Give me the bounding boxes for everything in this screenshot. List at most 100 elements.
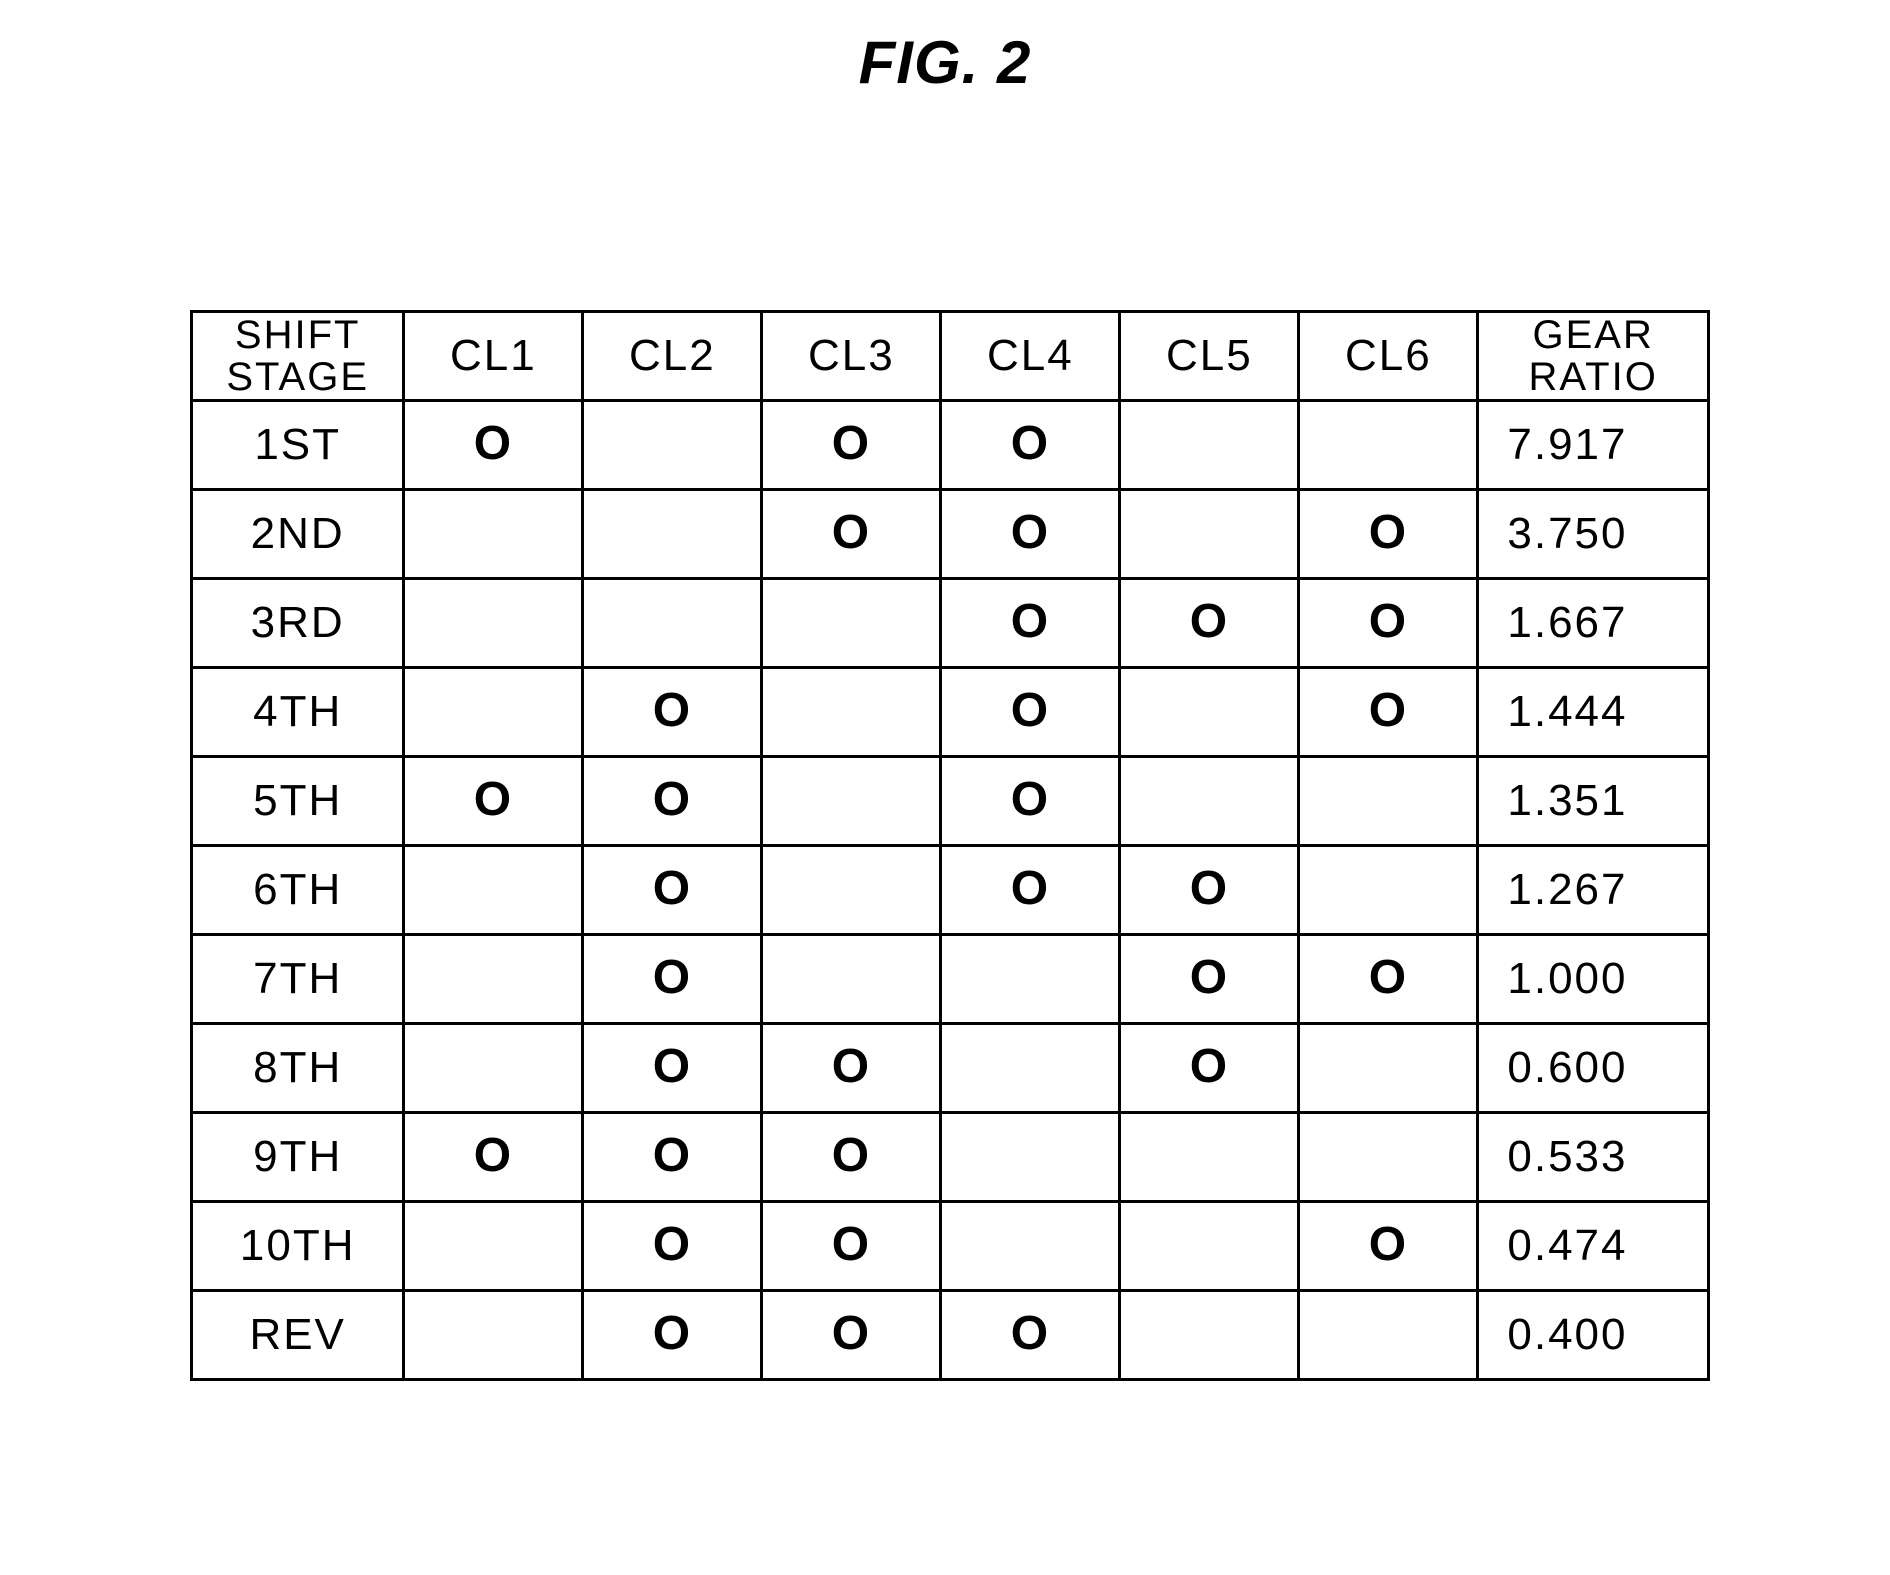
- stage-cell: 5TH: [192, 757, 404, 846]
- cl4-cell: O: [941, 1291, 1120, 1380]
- cl3-cell: [762, 846, 941, 935]
- engaged-mark-icon: O: [653, 1218, 692, 1271]
- gear-ratio-cell: 0.533: [1478, 1113, 1709, 1202]
- table-row: REV O O O 0.400: [192, 1291, 1709, 1380]
- cl6-cell: O: [1299, 579, 1478, 668]
- cl2-cell: O: [583, 1113, 762, 1202]
- cl4-cell: O: [941, 401, 1120, 490]
- table-row: 6TH O O O 1.267: [192, 846, 1709, 935]
- col-header-gear-ratio: GEAR RATIO: [1478, 312, 1709, 401]
- cl6-cell: [1299, 1291, 1478, 1380]
- engaged-mark-icon: O: [653, 1129, 692, 1182]
- table-header-row: SHIFT STAGE CL1 CL2 CL3 CL4 CL5 CL6 GEAR…: [192, 312, 1709, 401]
- stage-cell: 9TH: [192, 1113, 404, 1202]
- cl4-cell: O: [941, 846, 1120, 935]
- gear-ratio-cell: 1.444: [1478, 668, 1709, 757]
- cl4-cell: [941, 1113, 1120, 1202]
- stage-cell: 10TH: [192, 1202, 404, 1291]
- engaged-mark-icon: O: [1369, 595, 1408, 648]
- cl2-cell: [583, 490, 762, 579]
- cl2-cell: O: [583, 668, 762, 757]
- gear-ratio-cell: 1.000: [1478, 935, 1709, 1024]
- engaged-mark-icon: O: [653, 1307, 692, 1360]
- table-row: 7THOOO1.000: [192, 935, 1709, 1024]
- shift-table: SHIFT STAGE CL1 CL2 CL3 CL4 CL5 CL6 GEAR…: [190, 310, 1710, 1381]
- engaged-mark-icon: O: [832, 1129, 871, 1182]
- col-header-shift-line2: STAGE: [203, 356, 392, 398]
- cl1-cell: [404, 1291, 583, 1380]
- cl4-cell: O: [941, 490, 1120, 579]
- cl5-cell: O: [1120, 579, 1299, 668]
- cl4-cell: O: [941, 668, 1120, 757]
- engaged-mark-icon: O: [1011, 417, 1050, 470]
- engaged-mark-icon: O: [832, 1218, 871, 1271]
- cl4-cell: [941, 935, 1120, 1024]
- cl6-cell: O: [1299, 490, 1478, 579]
- stage-cell: REV: [192, 1291, 404, 1380]
- engaged-mark-icon: O: [1011, 1307, 1050, 1360]
- stage-cell: 3RD: [192, 579, 404, 668]
- engaged-mark-icon: O: [474, 417, 513, 470]
- col-header-cl1: CL1: [404, 312, 583, 401]
- stage-cell: 4TH: [192, 668, 404, 757]
- cl3-cell: [762, 579, 941, 668]
- cl3-cell: O: [762, 1202, 941, 1291]
- stage-cell: 1ST: [192, 401, 404, 490]
- cl5-cell: [1120, 668, 1299, 757]
- cl6-cell: [1299, 1024, 1478, 1113]
- table-row: 10TH O O O 0.474: [192, 1202, 1709, 1291]
- table-row: 8THOOO0.600: [192, 1024, 1709, 1113]
- engaged-mark-icon: O: [832, 417, 871, 470]
- cl1-cell: O: [404, 401, 583, 490]
- stage-cell: 6TH: [192, 846, 404, 935]
- gear-ratio-cell: 0.600: [1478, 1024, 1709, 1113]
- cl2-cell: O: [583, 1291, 762, 1380]
- engaged-mark-icon: O: [1369, 951, 1408, 1004]
- gear-ratio-cell: 0.474: [1478, 1202, 1709, 1291]
- engaged-mark-icon: O: [1190, 951, 1229, 1004]
- engaged-mark-icon: O: [1190, 595, 1229, 648]
- table-row: 4THOOO1.444: [192, 668, 1709, 757]
- cl4-cell: [941, 1024, 1120, 1113]
- cl1-cell: [404, 579, 583, 668]
- cl6-cell: O: [1299, 935, 1478, 1024]
- cl1-cell: [404, 668, 583, 757]
- cl3-cell: O: [762, 401, 941, 490]
- engaged-mark-icon: O: [1369, 506, 1408, 559]
- cl1-cell: O: [404, 757, 583, 846]
- engaged-mark-icon: O: [1190, 1040, 1229, 1093]
- cl1-cell: [404, 1024, 583, 1113]
- figure-title: FIG. 2: [0, 28, 1890, 97]
- cl6-cell: O: [1299, 1202, 1478, 1291]
- gear-ratio-cell: 1.267: [1478, 846, 1709, 935]
- shift-table-container: SHIFT STAGE CL1 CL2 CL3 CL4 CL5 CL6 GEAR…: [190, 310, 1710, 1381]
- engaged-mark-icon: O: [1190, 862, 1229, 915]
- gear-ratio-cell: 1.351: [1478, 757, 1709, 846]
- gear-ratio-cell: 0.400: [1478, 1291, 1709, 1380]
- engaged-mark-icon: O: [1011, 595, 1050, 648]
- cl5-cell: O: [1120, 935, 1299, 1024]
- cl5-cell: O: [1120, 846, 1299, 935]
- cl4-cell: O: [941, 579, 1120, 668]
- page: FIG. 2 SHIFT STAGE CL1 CL2 CL3 CL4: [0, 0, 1890, 1575]
- col-header-cl6: CL6: [1299, 312, 1478, 401]
- engaged-mark-icon: O: [1011, 506, 1050, 559]
- cl3-cell: [762, 935, 941, 1024]
- col-header-shift-stage: SHIFT STAGE: [192, 312, 404, 401]
- engaged-mark-icon: O: [653, 862, 692, 915]
- cl5-cell: [1120, 1113, 1299, 1202]
- cl3-cell: O: [762, 1113, 941, 1202]
- cl3-cell: O: [762, 1291, 941, 1380]
- table-row: 1STOOO7.917: [192, 401, 1709, 490]
- cl6-cell: [1299, 401, 1478, 490]
- col-header-cl4: CL4: [941, 312, 1120, 401]
- engaged-mark-icon: O: [1369, 1218, 1408, 1271]
- col-header-shift-line1: SHIFT: [203, 314, 392, 356]
- cl6-cell: [1299, 1113, 1478, 1202]
- stage-cell: 2ND: [192, 490, 404, 579]
- cl2-cell: O: [583, 1024, 762, 1113]
- table-row: 3RDOOO1.667: [192, 579, 1709, 668]
- engaged-mark-icon: O: [832, 1040, 871, 1093]
- cl5-cell: O: [1120, 1024, 1299, 1113]
- engaged-mark-icon: O: [653, 773, 692, 826]
